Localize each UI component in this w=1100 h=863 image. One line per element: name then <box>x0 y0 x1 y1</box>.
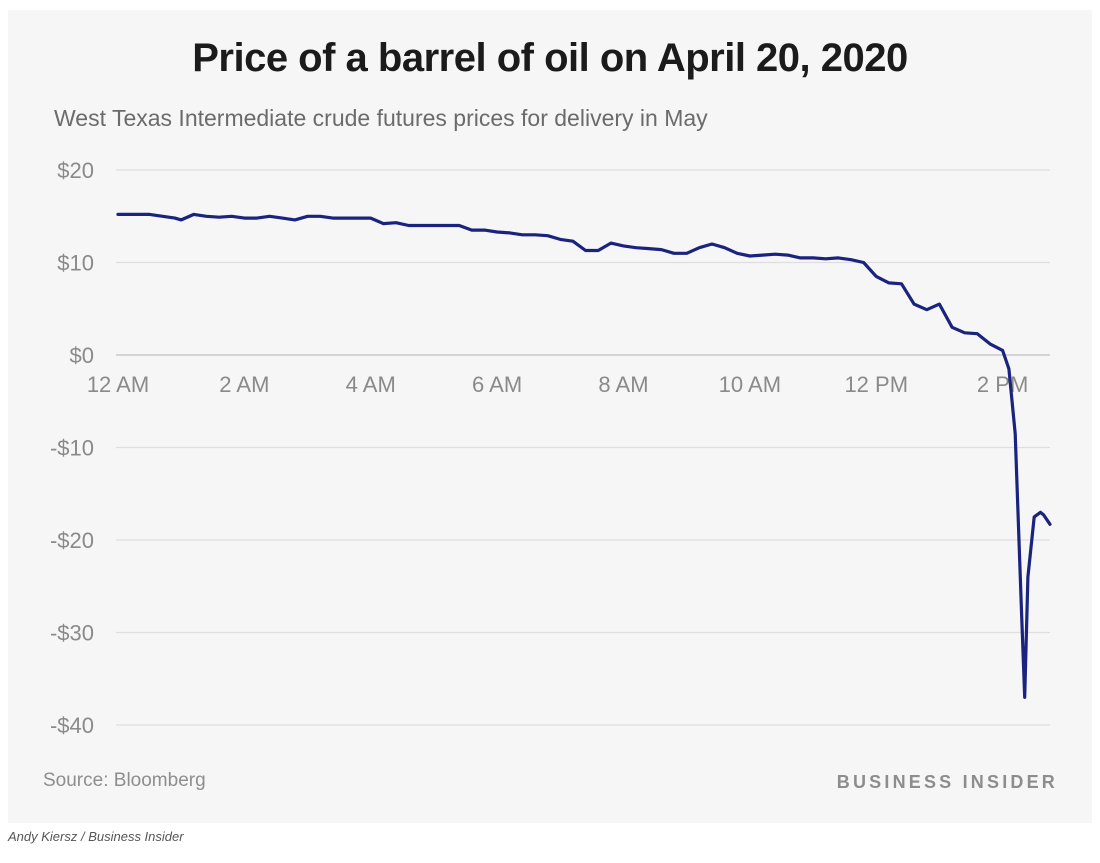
x-axis-ticks: 12 AM 2 AM 4 AM 6 AM 8 AM 10 AM 12 PM 2 PM <box>87 372 1028 397</box>
y-tick-label: -$20 <box>50 528 94 553</box>
y-tick-label: -$10 <box>50 436 94 461</box>
y-tick-label: $0 <box>70 343 94 368</box>
x-tick-label: 12 PM <box>844 372 908 397</box>
y-axis-ticks: $20 $10 $0 -$10 -$20 -$30 -$40 <box>50 158 94 738</box>
x-tick-label: 2 AM <box>219 372 269 397</box>
chart-card <box>8 10 1092 823</box>
x-tick-label: 2 PM <box>977 372 1028 397</box>
series-layer <box>116 212 1052 699</box>
y-tick-label: -$30 <box>50 621 94 646</box>
image-credit: Andy Kiersz / Business Insider <box>8 829 184 844</box>
series-line <box>116 212 1052 699</box>
source-label: Source: <box>43 770 109 791</box>
x-tick-label: 10 AM <box>719 372 781 397</box>
source-value: Bloomberg <box>113 770 206 791</box>
grid-layer <box>116 169 1050 726</box>
source-note: Source: Bloomberg <box>43 770 206 792</box>
x-tick-label: 12 AM <box>87 372 149 397</box>
brand-logo-text: BUSINESS INSIDER <box>836 772 1058 792</box>
x-tick-label: 6 AM <box>472 372 522 397</box>
chart-title: Price of a barrel of oil on April 20, 20… <box>192 36 908 80</box>
x-tick-label: 8 AM <box>598 372 648 397</box>
y-tick-label: $10 <box>57 251 94 276</box>
x-tick-label: 4 AM <box>346 372 396 397</box>
y-tick-label: -$40 <box>50 713 94 738</box>
y-tick-label: $20 <box>57 158 94 183</box>
chart-subtitle: West Texas Intermediate crude futures pr… <box>54 105 708 131</box>
